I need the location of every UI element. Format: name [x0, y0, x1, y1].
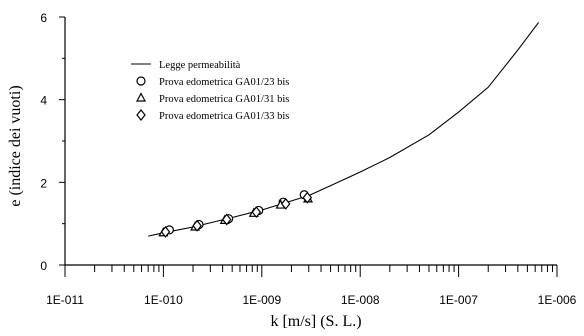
- legend-label: Legge permeabilità: [159, 60, 241, 71]
- x-axis-title: k [m/s] (S. L.): [270, 313, 361, 330]
- legend-label: Prova edometrica GA01/33 bis: [159, 111, 289, 122]
- diamond-data-point: [221, 213, 232, 226]
- y-axis-title: e (indice dei vuoti): [7, 85, 24, 206]
- diamond-data-point: [251, 206, 262, 219]
- x-tick-label: 1E-007: [439, 293, 478, 307]
- curve-layer: [148, 22, 540, 237]
- x-tick-label: 1E-006: [538, 293, 577, 307]
- legend-triangle-swatch: [136, 92, 146, 102]
- y-tick-label: 6: [40, 11, 47, 25]
- diamond-data-point: [160, 225, 171, 238]
- x-tick-label: 1E-009: [242, 293, 281, 307]
- diamond-data-point: [302, 191, 313, 204]
- legend-label: Prova edometrica GA01/23 bis: [159, 77, 289, 88]
- permeability-law-line: [148, 22, 540, 237]
- legend-circle-swatch: [136, 76, 146, 86]
- y-ticks: 0 2 4 6: [40, 11, 65, 273]
- y-tick-label: 2: [40, 176, 47, 190]
- x-tick-label: 1E-008: [341, 293, 380, 307]
- legend: Legge permeabilità Prova edometrica GA01/…: [131, 60, 289, 122]
- x-tick-label: 1E-010: [144, 293, 183, 307]
- legend-diamond-swatch: [136, 109, 146, 121]
- y-tick-label: 4: [40, 94, 47, 108]
- marker-layer: [158, 190, 314, 238]
- diamond-data-point: [280, 197, 291, 210]
- x-ticks: 1E-011 1E-010 1E-009 1E-008 1E-007 1E-006: [46, 265, 577, 307]
- x-tick-label: 1E-011: [46, 293, 84, 307]
- axes: 1E-011 1E-010 1E-009 1E-008 1E-007 1E-006 0 2 4…: [40, 11, 576, 307]
- diamond-data-point: [192, 219, 202, 232]
- y-tick-label: 0: [40, 259, 47, 273]
- legend-label: Prova edometrica GA01/31 bis: [159, 94, 289, 105]
